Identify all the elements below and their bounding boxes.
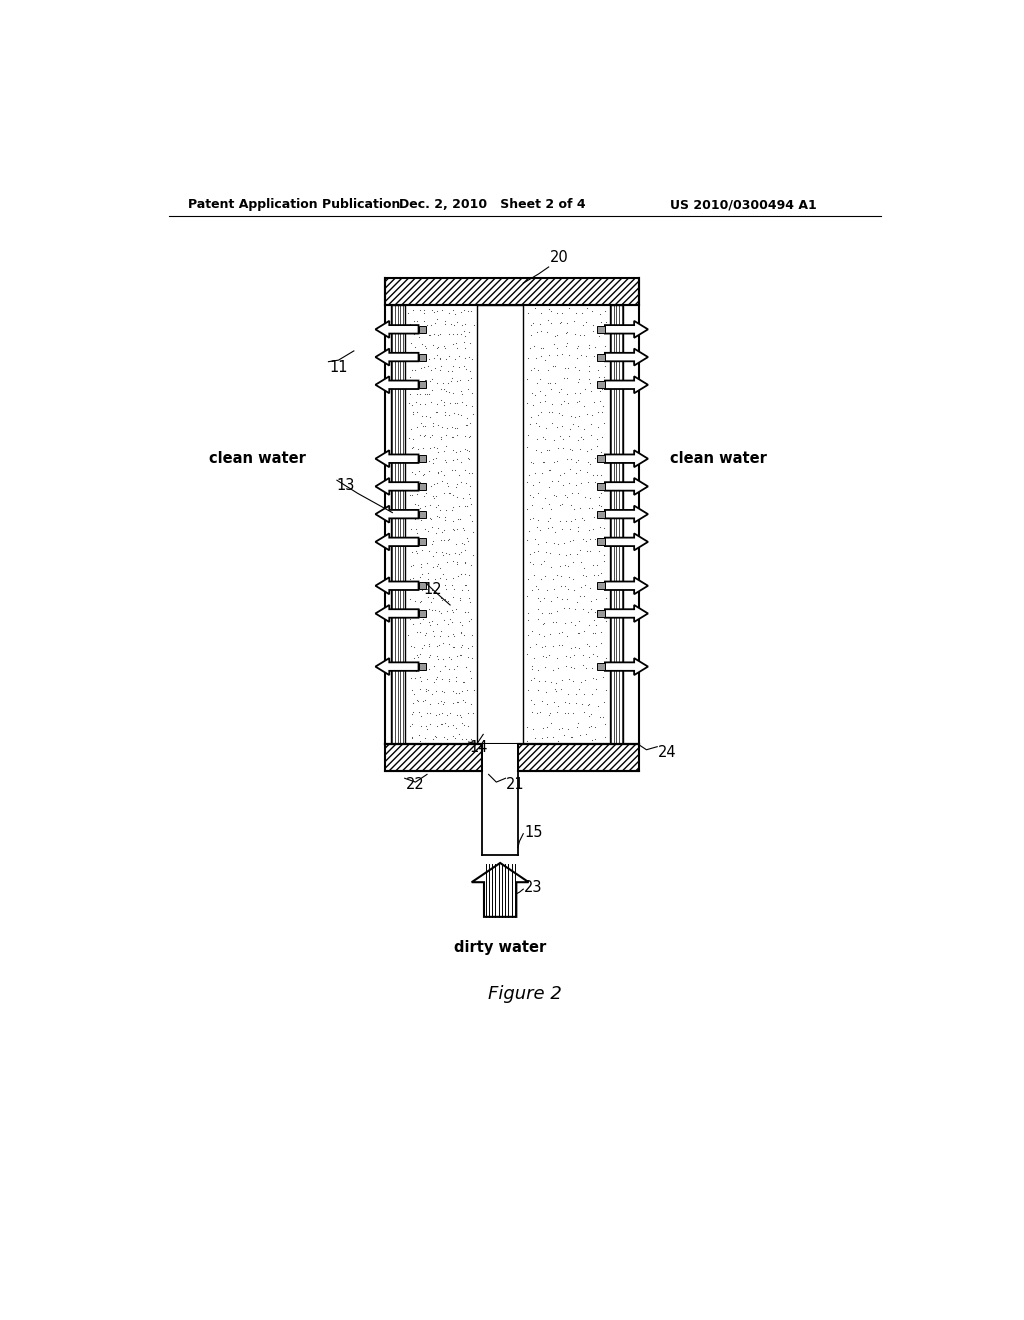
- Polygon shape: [376, 321, 419, 338]
- Text: 20: 20: [550, 249, 569, 264]
- Polygon shape: [376, 605, 419, 622]
- Text: 11: 11: [330, 360, 348, 375]
- Polygon shape: [472, 863, 528, 917]
- Bar: [419, 326, 426, 333]
- Polygon shape: [605, 321, 648, 338]
- Polygon shape: [605, 478, 648, 495]
- Bar: [419, 610, 426, 616]
- Bar: [419, 381, 426, 388]
- Bar: [419, 483, 426, 490]
- Polygon shape: [605, 506, 648, 523]
- Polygon shape: [376, 376, 419, 393]
- Polygon shape: [605, 376, 648, 393]
- Bar: [597, 663, 605, 671]
- Polygon shape: [376, 577, 419, 594]
- Text: 23: 23: [524, 880, 543, 895]
- Bar: [597, 326, 605, 333]
- Bar: [609, 305, 624, 743]
- Polygon shape: [605, 577, 648, 594]
- Bar: [477, 305, 523, 743]
- Polygon shape: [376, 450, 419, 467]
- Bar: [597, 539, 605, 545]
- Polygon shape: [376, 533, 419, 550]
- Text: Patent Application Publication: Patent Application Publication: [188, 198, 400, 211]
- Text: 24: 24: [658, 744, 677, 760]
- Bar: [391, 305, 404, 743]
- Bar: [385, 277, 639, 305]
- Polygon shape: [605, 450, 648, 467]
- Polygon shape: [605, 659, 648, 675]
- Text: clean water: clean water: [209, 451, 306, 466]
- Text: 21: 21: [506, 776, 525, 792]
- Polygon shape: [605, 348, 648, 366]
- Bar: [597, 354, 605, 360]
- Bar: [404, 305, 477, 743]
- Text: 14: 14: [469, 739, 487, 755]
- Bar: [419, 582, 426, 589]
- Bar: [385, 743, 482, 771]
- Bar: [419, 354, 426, 360]
- Bar: [597, 610, 605, 616]
- Bar: [597, 483, 605, 490]
- Polygon shape: [376, 348, 419, 366]
- Polygon shape: [605, 533, 648, 550]
- Text: 12: 12: [423, 582, 441, 597]
- Bar: [483, 743, 517, 855]
- Polygon shape: [376, 659, 419, 675]
- Bar: [523, 305, 609, 743]
- Text: 13: 13: [337, 478, 355, 492]
- Text: Figure 2: Figure 2: [487, 985, 562, 1003]
- Polygon shape: [376, 478, 419, 495]
- Text: 15: 15: [524, 825, 543, 840]
- Bar: [518, 743, 639, 771]
- Text: dirty water: dirty water: [454, 940, 546, 954]
- Bar: [419, 539, 426, 545]
- Text: US 2010/0300494 A1: US 2010/0300494 A1: [670, 198, 816, 211]
- Text: clean water: clean water: [670, 451, 766, 466]
- Bar: [419, 511, 426, 517]
- Text: Dec. 2, 2010   Sheet 2 of 4: Dec. 2, 2010 Sheet 2 of 4: [398, 198, 585, 211]
- Polygon shape: [605, 605, 648, 622]
- Polygon shape: [376, 506, 419, 523]
- Bar: [419, 663, 426, 671]
- Bar: [597, 455, 605, 462]
- Bar: [597, 381, 605, 388]
- Text: 22: 22: [406, 776, 424, 792]
- Bar: [597, 582, 605, 589]
- Bar: [419, 455, 426, 462]
- Bar: [597, 511, 605, 517]
